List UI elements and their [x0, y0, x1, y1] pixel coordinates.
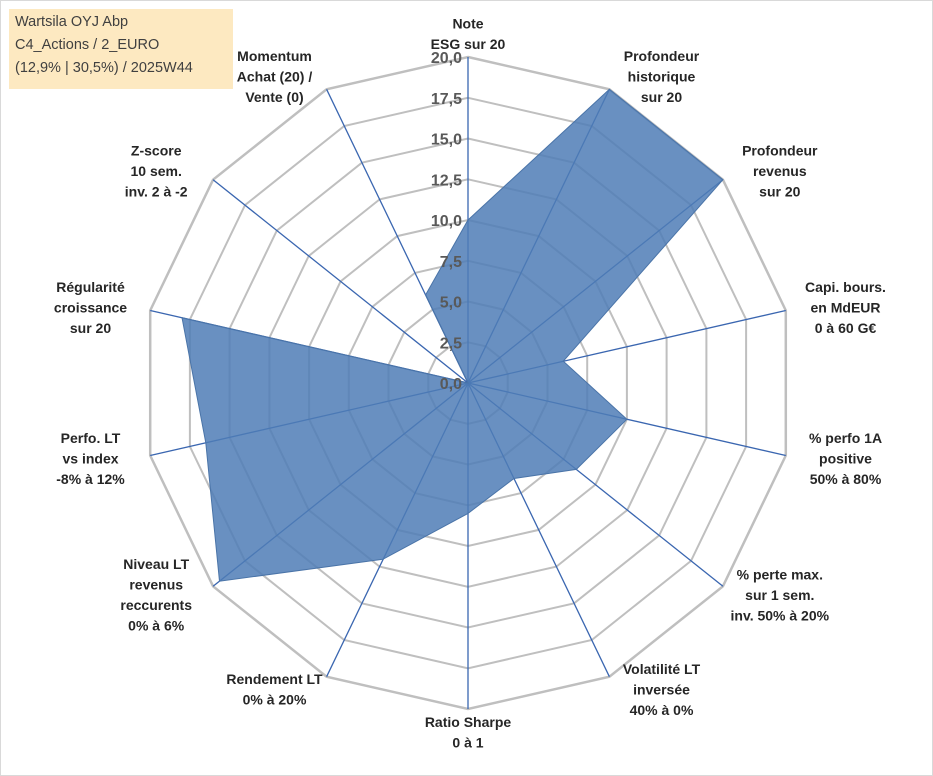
axis-label-8-line-1: Ratio Sharpe — [425, 714, 512, 730]
axis-label-7-line-2: inversée — [633, 681, 690, 697]
axis-label-3-line-2: revenus — [753, 163, 807, 179]
axis-label-10: Niveau LT revenus reccurents 0% à 6% — [120, 556, 192, 634]
axis-label-3-line-3: sur 20 — [759, 184, 800, 200]
series-layer — [181, 88, 724, 582]
axis-label-5-line-2: positive — [819, 451, 872, 467]
info-line-3: (12,9% | 30,5%) / 2025W44 — [15, 60, 193, 76]
axis-label-7: Volatilité LT inversée 40% à 0% — [623, 661, 701, 718]
axis-label-14-line-3: Vente (0) — [245, 89, 303, 105]
tick-label-3: 7,5 — [440, 254, 462, 271]
axis-label-2-line-3: sur 20 — [641, 89, 682, 105]
axis-label-1: Note ESG sur 20 — [431, 16, 506, 53]
axis-label-12-line-3: sur 20 — [70, 320, 111, 336]
label-layer: Note ESG sur 20 Profondeur historique sur 20… — [54, 16, 886, 751]
axis-label-12: Régularité croissance sur 20 — [54, 279, 127, 336]
axis-label-11-line-2: vs index — [62, 451, 118, 467]
tick-label-2: 5,0 — [440, 295, 462, 312]
axis-label-13-line-2: 10 sem. — [131, 163, 182, 179]
axis-label-9: Rendement LT 0% à 20% — [226, 671, 323, 708]
axis-label-11-line-3: -8% à 12% — [56, 471, 125, 487]
axis-label-5: % perfo 1A positive 50% à 80% — [809, 430, 882, 487]
tick-layer: 0,0 2,5 5,0 7,5 10,0 12,5 15,0 17,5 20,0 — [431, 50, 462, 393]
axis-label-2-line-1: Profondeur — [624, 48, 700, 64]
axis-label-6-line-2: sur 1 sem. — [745, 587, 814, 603]
axis-label-6: % perte max. sur 1 sem. inv. 50% à 20% — [731, 567, 830, 624]
tick-label-5: 12,5 — [431, 172, 462, 189]
tick-label-4: 10,0 — [431, 213, 462, 230]
axis-label-3: Profondeur revenus sur 20 — [742, 143, 818, 200]
axis-label-11-line-1: Perfo. LT — [61, 430, 121, 446]
axis-label-11: Perfo. LT vs index -8% à 12% — [56, 430, 125, 487]
axis-label-5-line-3: 50% à 80% — [810, 471, 882, 487]
axis-label-4-line-1: Capi. bours. — [805, 279, 886, 295]
axis-label-4-line-3: 0 à 60 G€ — [815, 320, 877, 336]
info-line-2: C4_Actions / 2_EURO — [15, 37, 160, 53]
axis-label-12-line-2: croissance — [54, 299, 127, 315]
axis-label-9-line-1: Rendement LT — [226, 671, 323, 687]
info-box: Wartsila OYJ Abp C4_Actions / 2_EURO (12… — [9, 9, 233, 89]
axis-label-14: Momentum Achat (20) / Vente (0) — [237, 48, 313, 105]
axis-label-7-line-3: 40% à 0% — [630, 702, 694, 718]
axis-label-12-line-1: Régularité — [56, 279, 125, 295]
info-line-1: Wartsila OYJ Abp — [15, 14, 129, 30]
axis-label-5-line-1: % perfo 1A — [809, 430, 882, 446]
axis-label-4: Capi. bours. en MdEUR 0 à 60 G€ — [805, 279, 886, 336]
axis-label-6-line-1: % perte max. — [737, 567, 823, 583]
axis-label-3-line-1: Profondeur — [742, 143, 818, 159]
axis-label-13-line-3: inv. 2 à -2 — [125, 184, 188, 200]
axis-label-13: Z-score 10 sem. inv. 2 à -2 — [125, 143, 188, 200]
spoke-13 — [212, 179, 469, 384]
axis-label-10-line-2: revenus — [129, 577, 183, 593]
axis-label-7-line-1: Volatilité LT — [623, 661, 701, 677]
axis-label-10-line-4: 0% à 6% — [128, 618, 185, 634]
axis-label-13-line-1: Z-score — [131, 143, 182, 159]
axis-label-1-line-2: ESG sur 20 — [431, 36, 506, 52]
axis-label-2-line-2: historique — [628, 69, 696, 85]
tick-label-7: 17,5 — [431, 91, 462, 108]
axis-label-14-line-2: Achat (20) / — [237, 69, 313, 85]
axis-label-10-line-1: Niveau LT — [123, 556, 189, 572]
tick-label-6: 15,0 — [431, 132, 462, 149]
tick-label-8: 20,0 — [431, 50, 462, 67]
axis-label-9-line-2: 0% à 20% — [243, 692, 307, 708]
axis-label-1-line-1: Note — [452, 16, 483, 32]
axis-label-10-line-3: reccurents — [120, 597, 192, 613]
axis-label-8-line-2: 0 à 1 — [452, 735, 483, 751]
tick-label-0: 0,0 — [440, 376, 462, 393]
axis-label-6-line-3: inv. 50% à 20% — [731, 608, 830, 624]
axis-label-2: Profondeur historique sur 20 — [624, 48, 700, 105]
axis-label-14-line-1: Momentum — [237, 48, 312, 64]
axis-label-8: Ratio Sharpe 0 à 1 — [425, 714, 512, 751]
tick-label-1: 2,5 — [440, 335, 462, 352]
axis-label-4-line-2: en MdEUR — [811, 299, 881, 315]
